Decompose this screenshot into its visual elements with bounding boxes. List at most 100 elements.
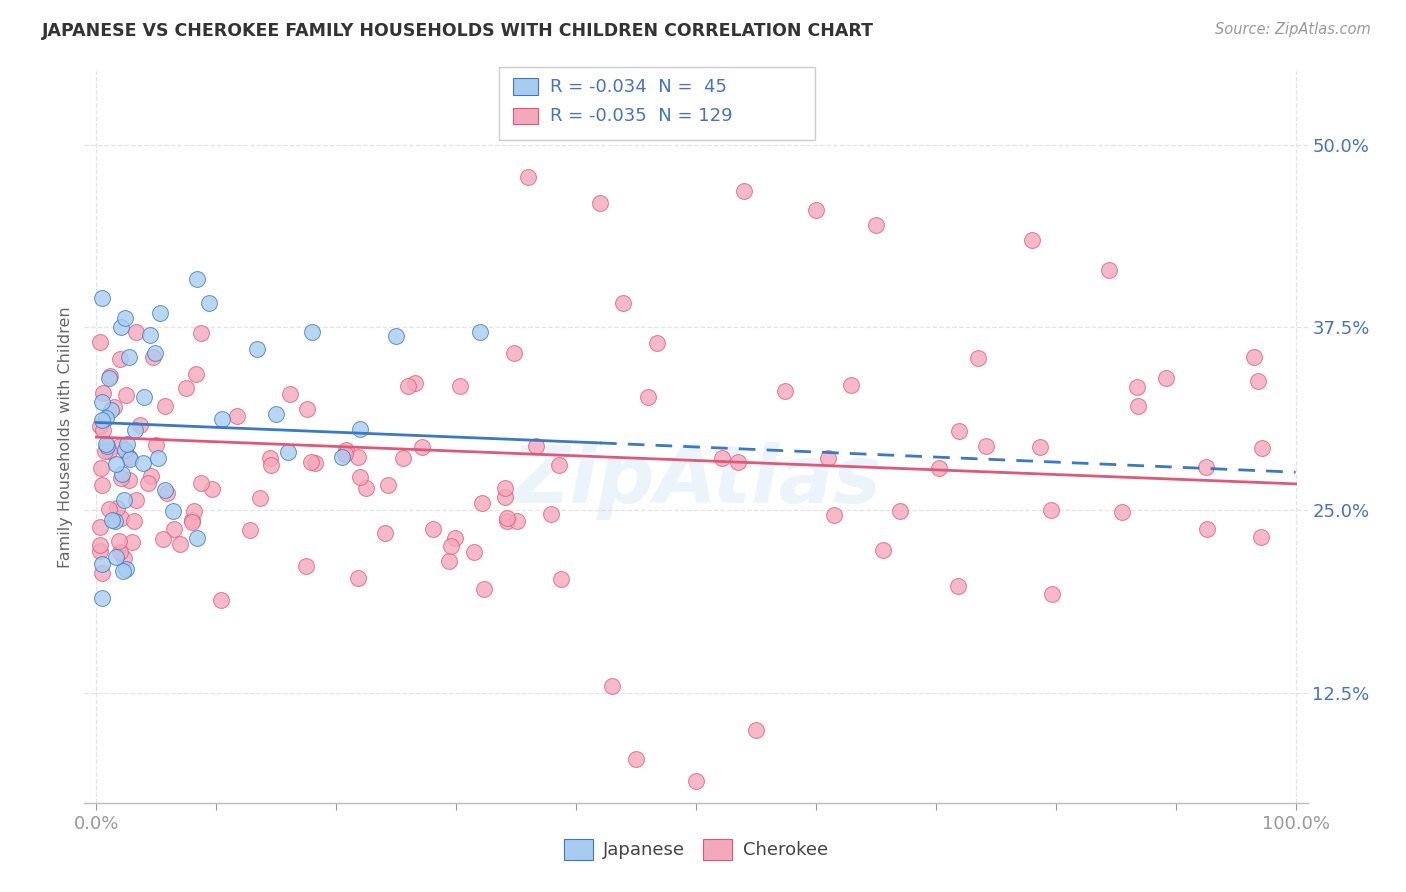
Point — [112, 550, 135, 565]
Point — [733, 184, 755, 198]
Point — [96, 439, 118, 453]
Point — [548, 458, 571, 472]
Point — [823, 508, 845, 522]
Point — [91, 413, 114, 427]
Point — [710, 450, 733, 465]
Point — [449, 379, 471, 393]
Point — [153, 483, 176, 497]
Point — [90, 461, 112, 475]
Point — [349, 422, 371, 436]
Point — [773, 384, 796, 398]
Point — [181, 513, 204, 527]
Point — [600, 679, 623, 693]
Point — [503, 345, 526, 359]
Point — [264, 407, 287, 421]
Point — [278, 386, 301, 401]
Point — [396, 378, 419, 392]
Point — [100, 403, 122, 417]
Point — [295, 401, 318, 416]
Point — [153, 399, 176, 413]
Point — [143, 346, 166, 360]
Point — [114, 562, 136, 576]
Point — [108, 351, 131, 366]
Point — [624, 752, 647, 766]
Point — [463, 545, 485, 559]
Point — [136, 475, 159, 490]
Point — [637, 390, 659, 404]
Point — [91, 385, 114, 400]
Point — [209, 593, 232, 607]
Point — [149, 306, 172, 320]
Point — [260, 458, 283, 472]
Point — [124, 423, 146, 437]
Point — [277, 445, 299, 459]
Point — [471, 496, 494, 510]
Point — [98, 368, 121, 383]
Point — [110, 470, 132, 484]
Point — [110, 320, 132, 334]
Point — [105, 549, 128, 564]
Point — [411, 440, 433, 454]
Point — [183, 504, 205, 518]
Point — [727, 455, 749, 469]
Point — [200, 482, 222, 496]
Point — [468, 325, 491, 339]
Point — [304, 456, 326, 470]
Point — [496, 514, 519, 528]
Point — [589, 196, 612, 211]
Point — [91, 478, 114, 492]
Point — [967, 351, 990, 366]
Point — [946, 579, 969, 593]
Point — [117, 436, 139, 450]
Point — [839, 377, 862, 392]
Point — [330, 450, 353, 464]
Point — [91, 557, 114, 571]
Point — [181, 515, 204, 529]
Point — [422, 522, 444, 536]
Point — [1040, 587, 1063, 601]
Text: ZipAtlas: ZipAtlas — [510, 442, 882, 520]
Point — [118, 450, 141, 464]
Point — [299, 455, 322, 469]
Point — [301, 325, 323, 339]
Text: R = -0.035  N = 129: R = -0.035 N = 129 — [550, 107, 733, 125]
Point — [259, 450, 281, 465]
Point — [612, 296, 634, 310]
Point — [108, 439, 131, 453]
Point — [91, 591, 114, 605]
Point — [1039, 502, 1062, 516]
Point — [152, 532, 174, 546]
Point — [91, 566, 114, 580]
Point — [1097, 263, 1119, 277]
Point — [647, 336, 669, 351]
Point — [1197, 522, 1219, 536]
Point — [948, 424, 970, 438]
Point — [1021, 233, 1043, 247]
Point — [335, 443, 357, 458]
Legend: Japanese, Cherokee: Japanese, Cherokee — [557, 831, 835, 867]
Point — [139, 327, 162, 342]
Point — [1126, 379, 1149, 393]
Point — [94, 443, 117, 458]
Text: R = -0.034  N =  45: R = -0.034 N = 45 — [550, 78, 727, 95]
Point — [550, 572, 572, 586]
Point — [101, 513, 124, 527]
Point — [91, 423, 114, 437]
Point — [118, 451, 141, 466]
Point — [104, 514, 127, 528]
Point — [145, 438, 167, 452]
Point — [186, 531, 208, 545]
Point — [111, 564, 134, 578]
Point — [190, 326, 212, 340]
Point — [122, 514, 145, 528]
Point — [96, 411, 118, 425]
Point — [976, 439, 998, 453]
Point — [142, 351, 165, 365]
Point — [374, 525, 396, 540]
Point — [928, 461, 950, 475]
Point — [333, 447, 356, 461]
Point — [89, 519, 111, 533]
Point — [385, 329, 408, 343]
Point — [190, 475, 212, 490]
Point — [146, 451, 169, 466]
